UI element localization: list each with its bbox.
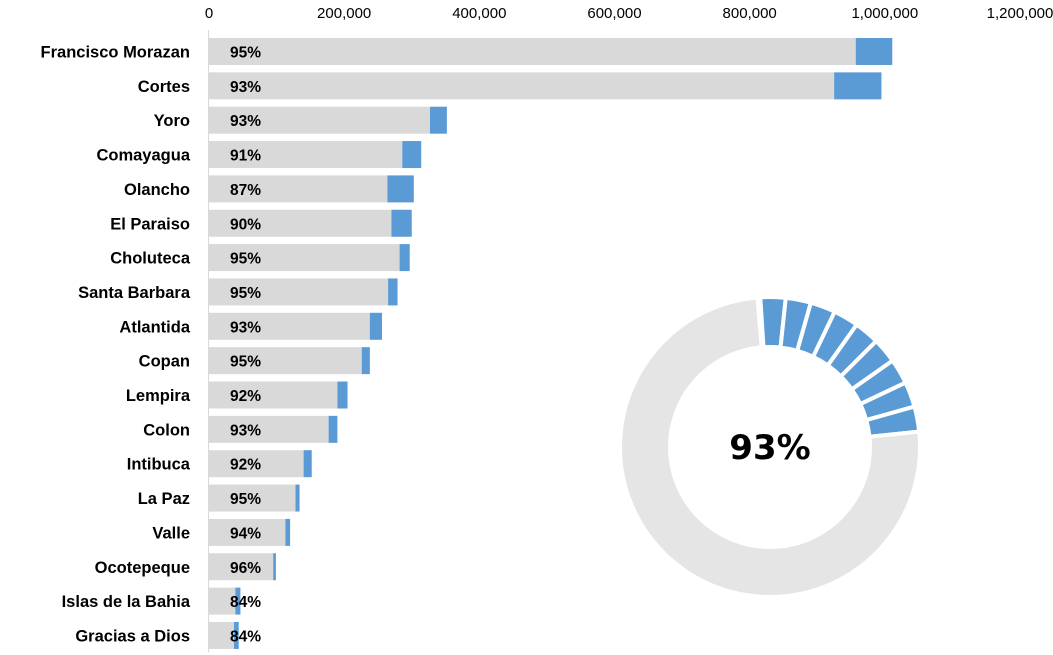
category-label: Olancho	[124, 181, 190, 199]
bar-segment-gray	[209, 621, 235, 649]
bar-segment-blue	[369, 312, 383, 340]
category-label: Valle	[152, 524, 190, 542]
x-axis-ticks: 0 200,000 400,000 600,000 800,000 1,000,000 1,…	[205, 5, 1053, 22]
data-label: 96%	[230, 560, 261, 577]
category-label: Santa Barbara	[78, 284, 191, 302]
bar-segment-blue	[387, 175, 414, 203]
bar-segment-gray	[209, 244, 400, 272]
data-label: 94%	[230, 525, 261, 542]
bar-segment-blue	[234, 621, 239, 649]
bar-segment-gray	[209, 553, 274, 581]
donut-slice	[618, 295, 922, 599]
donut-chart: 93%	[618, 295, 922, 599]
bar-segment-blue	[361, 347, 370, 375]
data-label: 95%	[230, 285, 261, 302]
bar-segment-blue	[295, 484, 300, 512]
bar-segment-gray	[209, 587, 236, 615]
data-label: 90%	[230, 216, 261, 233]
data-label: 92%	[230, 388, 261, 405]
category-label: Gracias a Dios	[75, 627, 190, 645]
bar-segment-gray	[209, 72, 835, 100]
bar-segment-gray	[209, 347, 362, 375]
x-tick-label: 600,000	[587, 5, 641, 22]
bar-segment-gray	[209, 278, 389, 306]
category-label: La Paz	[138, 490, 190, 508]
bar-segment-gray	[209, 381, 338, 409]
bar-segment-gray	[209, 38, 856, 65]
bar-segment-blue	[337, 381, 348, 409]
data-label: 93%	[230, 422, 261, 439]
bar-segment-blue	[855, 38, 893, 65]
bar-segment-gray	[209, 518, 286, 546]
data-label: 93%	[230, 79, 261, 96]
x-tick-label: 0	[205, 5, 213, 22]
bar-segment-blue	[303, 450, 312, 478]
bar-chart: Francisco Morazan 95% Cortes 93% Yoro 93% Coma…	[41, 38, 893, 649]
x-tick-label: 200,000	[317, 5, 371, 22]
category-label: Atlantida	[119, 318, 190, 336]
bar-segment-blue	[388, 278, 398, 306]
x-tick-label: 1,200,000	[987, 5, 1053, 22]
x-tick-label: 800,000	[723, 5, 777, 22]
bar-segment-gray	[209, 175, 388, 203]
category-label: Choluteca	[110, 250, 191, 268]
data-label: 84%	[230, 594, 261, 611]
data-label: 95%	[230, 45, 261, 62]
category-label: Colon	[143, 421, 190, 439]
bar-segment-gray	[209, 209, 392, 237]
bar-segment-blue	[391, 209, 412, 237]
x-tick-label: 400,000	[452, 5, 506, 22]
bar-segment-gray	[209, 415, 329, 443]
bar-segment-blue	[399, 244, 410, 272]
bar-segment-blue	[328, 415, 338, 443]
bar-segment-gray	[209, 141, 403, 169]
x-tick-label: 1,000,000	[851, 5, 918, 22]
donut-center-label: 93%	[729, 428, 810, 468]
bar-segment-blue	[834, 72, 882, 100]
data-label: 93%	[230, 113, 261, 130]
bar-segment-gray	[209, 450, 304, 478]
bar-segment-gray	[209, 484, 296, 512]
bar-segment-blue	[429, 106, 447, 134]
category-label: Cortes	[138, 78, 190, 96]
category-label: Francisco Morazan	[41, 44, 190, 62]
bar-segment-blue	[235, 587, 241, 615]
bar-segment-blue	[273, 553, 276, 581]
data-label: 95%	[230, 491, 261, 508]
category-label: Islas de la Bahia	[62, 593, 191, 611]
bar-segment-gray	[209, 312, 370, 340]
data-label: 93%	[230, 319, 261, 336]
category-label: Comayagua	[96, 147, 190, 165]
bar-segment-blue	[402, 141, 422, 169]
data-label: 95%	[230, 354, 261, 371]
data-label: 91%	[230, 148, 261, 165]
category-label: Copan	[139, 353, 190, 371]
category-label: Ocotepeque	[95, 559, 190, 577]
data-label: 84%	[230, 628, 261, 645]
category-label: Yoro	[154, 112, 190, 130]
category-label: Lempira	[126, 387, 191, 405]
data-label: 92%	[230, 457, 261, 474]
data-label: 87%	[230, 182, 261, 199]
category-label: Intibuca	[127, 456, 191, 474]
category-label: El Paraiso	[110, 215, 190, 233]
bar-segment-blue	[285, 518, 291, 546]
data-label: 95%	[230, 251, 261, 268]
bar-segment-gray	[209, 106, 430, 134]
